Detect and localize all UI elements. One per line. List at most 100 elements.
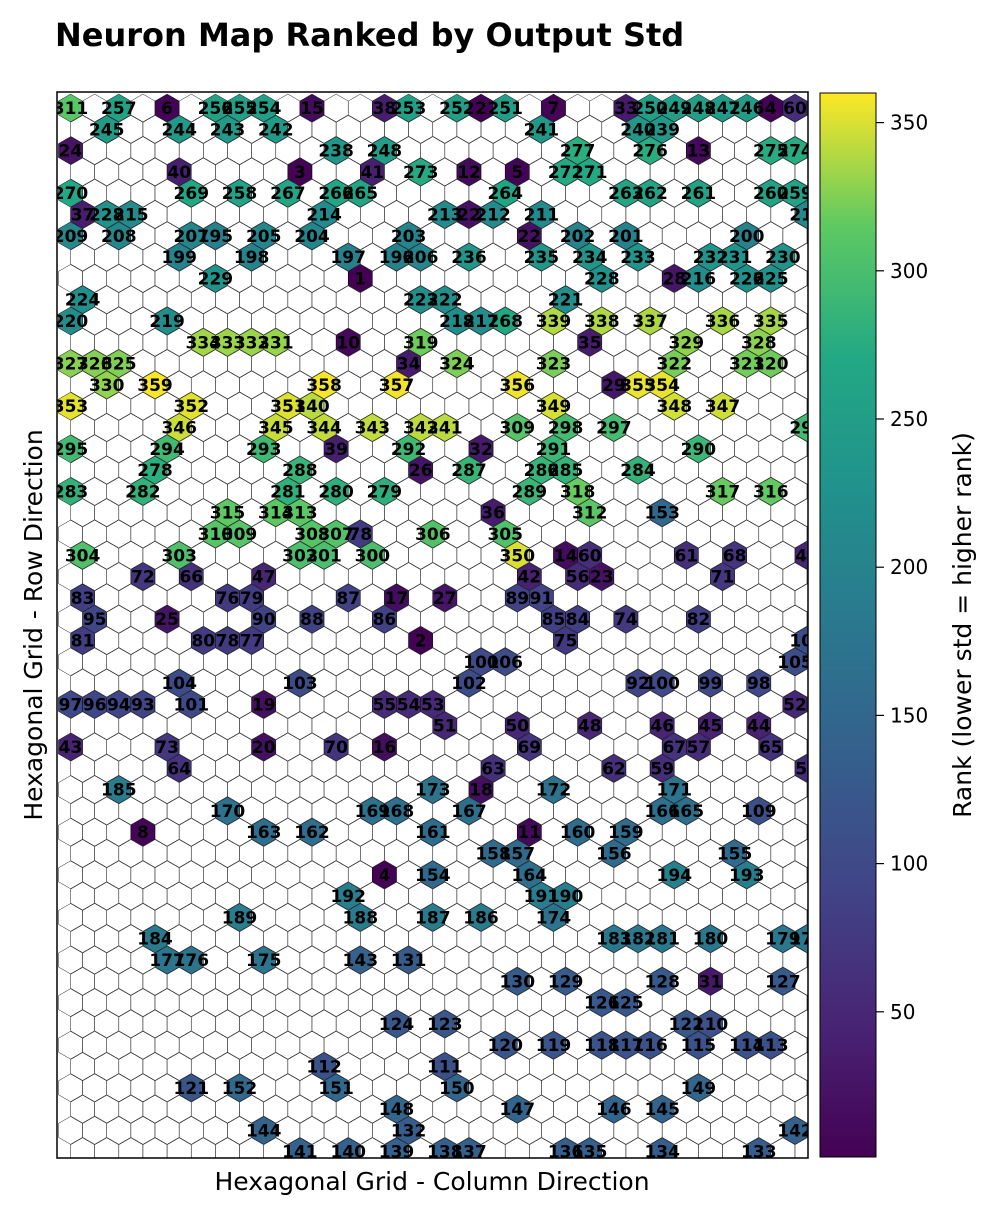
neuron-rank-label: 52 [783,695,807,715]
neuron-rank-label: 143 [343,951,379,971]
neuron-rank-label: 262 [632,184,668,204]
neuron-rank-label: 31 [699,972,723,992]
neuron-rank-label: 293 [246,440,282,460]
neuron-rank-label: 322 [657,355,693,375]
neuron-rank-label: 65 [759,738,783,758]
neuron-rank-label: 354 [644,376,680,396]
neuron-rank-label: 201 [608,227,644,247]
neuron-rank-label: 197 [330,248,366,268]
neuron-rank-label: 229 [198,269,234,289]
neuron-rank-label: 265 [343,184,379,204]
neuron-rank-label: 140 [330,1143,366,1163]
neuron-rank-label: 8 [137,823,149,843]
neuron-rank-label: 51 [433,717,457,737]
neuron-rank-label: 335 [753,312,789,332]
neuron-rank-label: 203 [391,227,427,247]
neuron-rank-label: 144 [246,1121,282,1141]
neuron-rank-label: 155 [717,845,753,865]
neuron-rank-label: 17 [385,589,409,609]
neuron-rank-label: 190 [548,887,584,907]
neuron-rank-label: 6 [161,99,173,119]
neuron-rank-label: 230 [765,248,801,268]
neuron-rank-label: 59 [650,759,674,779]
empty-cell [794,328,808,357]
neuron-rank-label: 195 [198,227,234,247]
neuron-rank-label: 329 [669,333,705,353]
neuron-rank-label: 246 [729,99,765,119]
neuron-rank-label: 222 [427,291,463,311]
neuron-rank-label: 345 [258,419,294,439]
neuron-rank-label: 48 [578,717,602,737]
neuron-rank-label: 95 [83,610,107,630]
neuron-rank-label: 110 [693,1015,729,1035]
neuron-rank-label: 130 [500,972,536,992]
neuron-rank-label: 67 [662,738,686,758]
neuron-rank-label: 234 [572,248,608,268]
neuron-rank-label: 320 [753,355,789,375]
neuron-rank-label: 152 [222,1079,258,1099]
neuron-rank-label: 306 [415,525,451,545]
neuron-rank-label: 187 [415,908,451,928]
neuron-rank-label: 127 [765,972,801,992]
neuron-rank-label: 60 [783,99,807,119]
neuron-rank-label: 135 [572,1143,608,1163]
neuron-rank-label: 101 [174,695,210,715]
neuron-rank-label: 224 [65,291,101,311]
neuron-rank-label: 171 [657,781,693,801]
neuron-rank-label: 358 [306,376,342,396]
neuron-rank-label: 47 [252,568,276,588]
neuron-rank-label: 78 [216,632,240,652]
neuron-rank-label: 317 [705,482,741,502]
neuron-rank-label: 27 [433,589,457,609]
neuron-rank-label: 219 [149,312,185,332]
neuron-rank-label: 84 [566,610,590,630]
neuron-rank-label: 312 [572,504,608,524]
neuron-rank-label: 80 [191,632,215,652]
neuron-rank-label: 115 [681,1036,717,1056]
neuron-rank-label: 289 [512,482,548,502]
neuron-rank-label: 160 [560,823,596,843]
neuron-rank-label: 106 [487,653,523,673]
colorbar-ticks: 50 100 150 200 250 300 350 [876,111,928,1024]
neuron-rank-label: 26 [409,461,433,481]
neuron-rank-label: 254 [246,99,282,119]
neuron-rank-label: 11 [517,823,541,843]
neuron-rank-label: 353 [53,397,89,417]
neuron-rank-label: 199 [161,248,197,268]
colorbar-tick-label: 50 [890,1000,915,1024]
neuron-rank-label: 159 [608,823,644,843]
neuron-rank-label: 356 [500,376,536,396]
neuron-rank-label: 24 [59,142,83,162]
neuron-rank-label: 278 [137,461,173,481]
neuron-rank-label: 282 [125,482,161,502]
neuron-cell [794,413,808,442]
neuron-rank-label: 239 [644,120,680,140]
neuron-rank-label: 86 [373,610,397,630]
neuron-rank-label: 40 [167,163,191,183]
neuron-rank-label: 55 [373,695,397,715]
neuron-rank-label: 145 [644,1100,680,1120]
neuron-rank-label: 198 [234,248,270,268]
neuron-rank-label: 221 [548,291,584,311]
neuron-rank-label: 315 [210,504,246,524]
neuron-rank-label: 13 [687,142,711,162]
neuron-rank-label: 228 [584,269,620,289]
neuron-rank-label: 352 [174,397,210,417]
neuron-rank-label: 5 [511,163,523,183]
neuron-rank-label: 303 [161,546,197,566]
neuron-rank-label: 71 [711,568,735,588]
neuron-rank-label: 146 [596,1100,632,1120]
neuron-rank-label: 253 [391,99,427,119]
neuron-rank-label: 349 [536,397,572,417]
neuron-rank-label: 57 [687,738,711,758]
neuron-rank-label: 346 [161,419,197,439]
neuron-rank-label: 325 [101,355,137,375]
neuron-rank-label: 157 [500,845,536,865]
neuron-rank-label: 91 [530,589,554,609]
empty-cell [794,285,808,314]
colorbar-tick-label: 100 [890,852,928,876]
neuron-rank-label: 1 [354,269,366,289]
neuron-rank-label: 4 [765,99,777,119]
neuron-rank-label: 205 [246,227,282,247]
